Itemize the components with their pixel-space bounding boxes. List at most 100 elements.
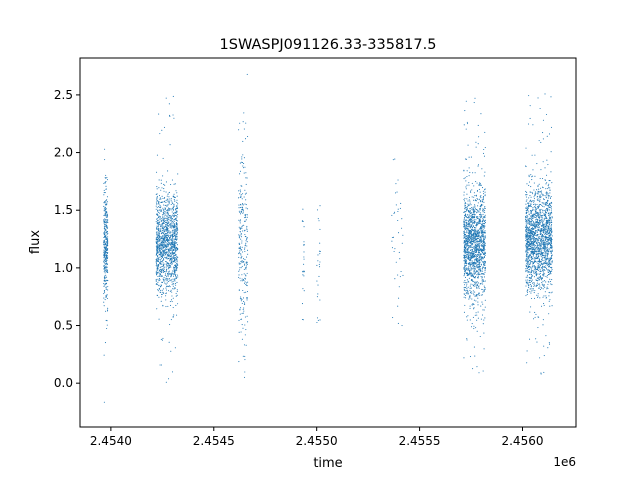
- data-point: [532, 200, 534, 202]
- data-point: [239, 213, 242, 215]
- data-point: [466, 245, 468, 247]
- data-point: [473, 219, 475, 221]
- data-point: [177, 229, 179, 231]
- data-point: [525, 239, 527, 242]
- data-point: [534, 211, 537, 213]
- data-point: [158, 318, 160, 320]
- data-point: [468, 296, 470, 298]
- data-point: [156, 203, 158, 205]
- data-point: [531, 214, 533, 216]
- data-point: [394, 278, 396, 280]
- data-point: [174, 269, 176, 271]
- data-point: [156, 197, 158, 199]
- data-point: [464, 261, 466, 263]
- data-point: [484, 219, 486, 221]
- data-point: [480, 197, 482, 199]
- data-point: [545, 235, 547, 237]
- data-point: [470, 242, 472, 244]
- data-point: [238, 243, 240, 246]
- data-point: [243, 261, 245, 263]
- data-point: [159, 240, 161, 242]
- data-point: [175, 266, 178, 268]
- data-point: [156, 207, 158, 209]
- data-point: [535, 254, 537, 256]
- data-point: [106, 234, 108, 236]
- data-point: [160, 271, 162, 273]
- data-point: [169, 247, 172, 249]
- data-point: [542, 132, 544, 134]
- data-point: [166, 275, 168, 277]
- data-point: [550, 225, 552, 227]
- data-point: [107, 279, 109, 282]
- data-point: [549, 180, 551, 182]
- data-point: [474, 248, 476, 250]
- data-point: [540, 243, 542, 245]
- data-point: [245, 344, 247, 346]
- data-point: [165, 287, 167, 289]
- data-point: [172, 238, 174, 240]
- data-point: [159, 244, 161, 246]
- data-point: [551, 230, 553, 232]
- data-point: [484, 171, 486, 173]
- data-point: [159, 260, 162, 262]
- data-point: [482, 230, 484, 232]
- data-point: [534, 225, 536, 227]
- data-point: [302, 274, 304, 276]
- data-point: [474, 355, 476, 357]
- data-point: [105, 283, 107, 285]
- data-point: [318, 263, 320, 265]
- data-point: [171, 222, 173, 224]
- data-point: [167, 216, 169, 218]
- data-point: [473, 101, 475, 104]
- data-point: [173, 251, 175, 254]
- data-point: [155, 201, 157, 203]
- data-point: [156, 233, 158, 235]
- data-point: [171, 259, 173, 261]
- data-point: [161, 268, 163, 270]
- data-point: [105, 288, 107, 290]
- data-point: [542, 205, 544, 207]
- data-point: [531, 279, 533, 281]
- data-point: [480, 273, 482, 275]
- data-point: [158, 240, 160, 242]
- data-point: [530, 212, 532, 214]
- data-point: [483, 216, 485, 219]
- data-point: [159, 223, 161, 225]
- data-point: [464, 203, 466, 205]
- data-point: [536, 258, 538, 260]
- data-point: [468, 196, 471, 198]
- data-point: [551, 291, 553, 293]
- data-point: [156, 195, 158, 197]
- data-point: [242, 211, 244, 213]
- data-point: [484, 146, 486, 149]
- data-point: [482, 253, 485, 255]
- data-point: [470, 224, 472, 226]
- data-point: [483, 215, 485, 218]
- data-point: [163, 201, 165, 203]
- data-point: [175, 209, 177, 211]
- data-point: [525, 295, 527, 297]
- data-point: [175, 219, 177, 221]
- data-point: [166, 279, 168, 281]
- data-point: [464, 251, 466, 254]
- data-point: [172, 227, 174, 229]
- data-point: [467, 269, 469, 271]
- data-point: [302, 319, 304, 321]
- data-point: [539, 275, 542, 277]
- data-point: [394, 158, 396, 160]
- data-point: [160, 182, 162, 184]
- data-point: [471, 241, 473, 243]
- data-point: [171, 231, 173, 233]
- data-point: [480, 253, 482, 255]
- data-point: [540, 237, 542, 239]
- data-point: [104, 230, 106, 232]
- data-point: [168, 341, 170, 343]
- data-point: [476, 295, 478, 297]
- data-point: [480, 240, 482, 242]
- data-point: [527, 232, 529, 234]
- data-point: [106, 216, 108, 218]
- data-point: [171, 252, 173, 254]
- data-point: [243, 157, 245, 159]
- data-point: [473, 242, 475, 244]
- data-point: [167, 225, 169, 227]
